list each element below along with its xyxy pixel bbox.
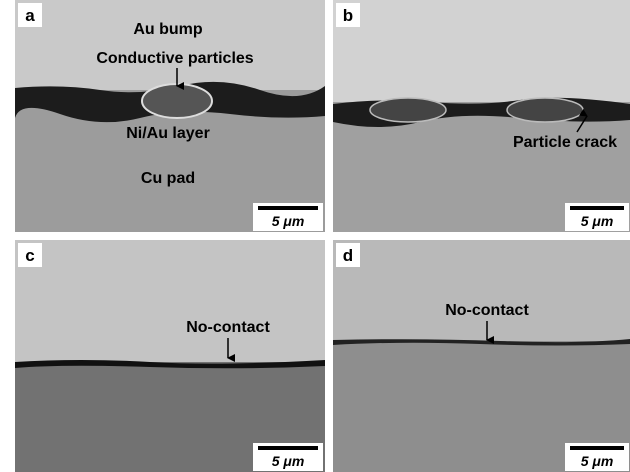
panel-b: b Particle crack 5 μm	[333, 0, 630, 232]
panel-letter: b	[343, 6, 353, 25]
panel-a: a Au bump Conductive particles Ni/Au lay…	[15, 0, 325, 232]
panel-letter: a	[25, 6, 35, 25]
scale-label: 5 μm	[581, 213, 614, 229]
au-bump	[333, 240, 630, 341]
label: Cu pad	[141, 170, 195, 187]
particle	[507, 98, 583, 122]
au-bump	[333, 0, 630, 102]
label: No-contact	[445, 302, 529, 319]
scale-label: 5 μm	[581, 453, 614, 469]
au-bump	[15, 0, 325, 90]
au-bump	[15, 240, 325, 362]
figure: a Au bump Conductive particles Ni/Au lay…	[0, 0, 630, 472]
label: Conductive particles	[96, 50, 253, 67]
particle	[370, 98, 446, 122]
panel-c: c No-contact 5 μm	[15, 240, 325, 472]
label: Particle crack	[513, 134, 617, 151]
panel-letter: d	[343, 246, 353, 265]
scale-label: 5 μm	[272, 453, 305, 469]
label: No-contact	[186, 319, 270, 336]
panel-d: d No-contact 5 μm	[333, 240, 630, 472]
particle	[142, 84, 212, 118]
label: Ni/Au layer	[126, 125, 210, 142]
label: Au bump	[133, 21, 203, 38]
panel-letter: c	[25, 246, 34, 265]
scale-label: 5 μm	[272, 213, 305, 229]
